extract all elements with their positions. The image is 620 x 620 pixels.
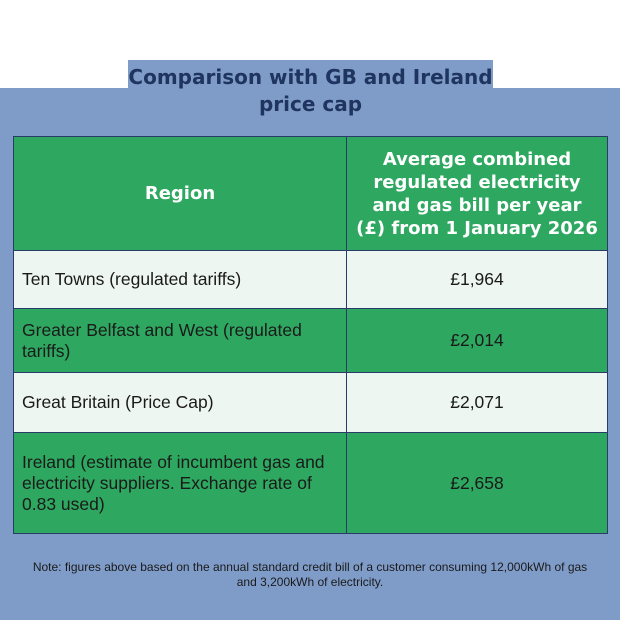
region-cell: Great Britain (Price Cap) [13, 372, 347, 433]
page-title: Comparison with GB and Ireland price cap [128, 65, 493, 116]
table-header-row: Region Average combined regulated electr… [13, 136, 608, 251]
price-comparison-table: Region Average combined regulated electr… [13, 136, 608, 534]
bill-value-cell: £1,964 [346, 250, 608, 309]
region-cell: Greater Belfast and West (regulated tari… [13, 308, 347, 373]
region-cell: Ten Towns (regulated tariffs) [13, 250, 347, 309]
bill-value-cell: £2,658 [346, 432, 608, 534]
region-cell: Ireland (estimate of incumbent gas and e… [13, 432, 347, 534]
column-header-region: Region [13, 136, 347, 251]
bill-value-cell: £2,071 [346, 372, 608, 433]
table-row: Ireland (estimate of incumbent gas and e… [13, 432, 608, 534]
table-row: Greater Belfast and West (regulated tari… [13, 308, 608, 373]
column-header-average-bill: Average combined regulated electricity a… [346, 136, 608, 251]
table-row: Ten Towns (regulated tariffs) £1,964 [13, 250, 608, 309]
footnote: Note: figures above based on the annual … [32, 560, 588, 589]
table-row: Great Britain (Price Cap) £2,071 [13, 372, 608, 433]
bill-value-cell: £2,014 [346, 308, 608, 373]
title-tab [128, 60, 493, 124]
